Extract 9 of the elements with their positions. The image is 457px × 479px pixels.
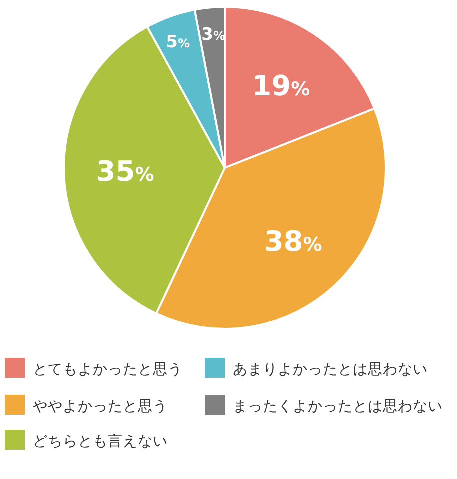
data-label: 19%	[252, 69, 310, 102]
legend-label: ややよかったと思う	[33, 399, 168, 415]
legend-label: まったくよかったとは思わない	[233, 399, 443, 415]
data-label: 5%	[166, 32, 190, 53]
data-label: 35%	[96, 155, 154, 188]
legend-label: あまりよかったとは思わない	[233, 362, 428, 378]
legend-label: どちらとも言えない	[33, 433, 168, 450]
data-label: 38%	[264, 224, 322, 258]
legend-label: とてもよかったと思う	[33, 362, 183, 378]
